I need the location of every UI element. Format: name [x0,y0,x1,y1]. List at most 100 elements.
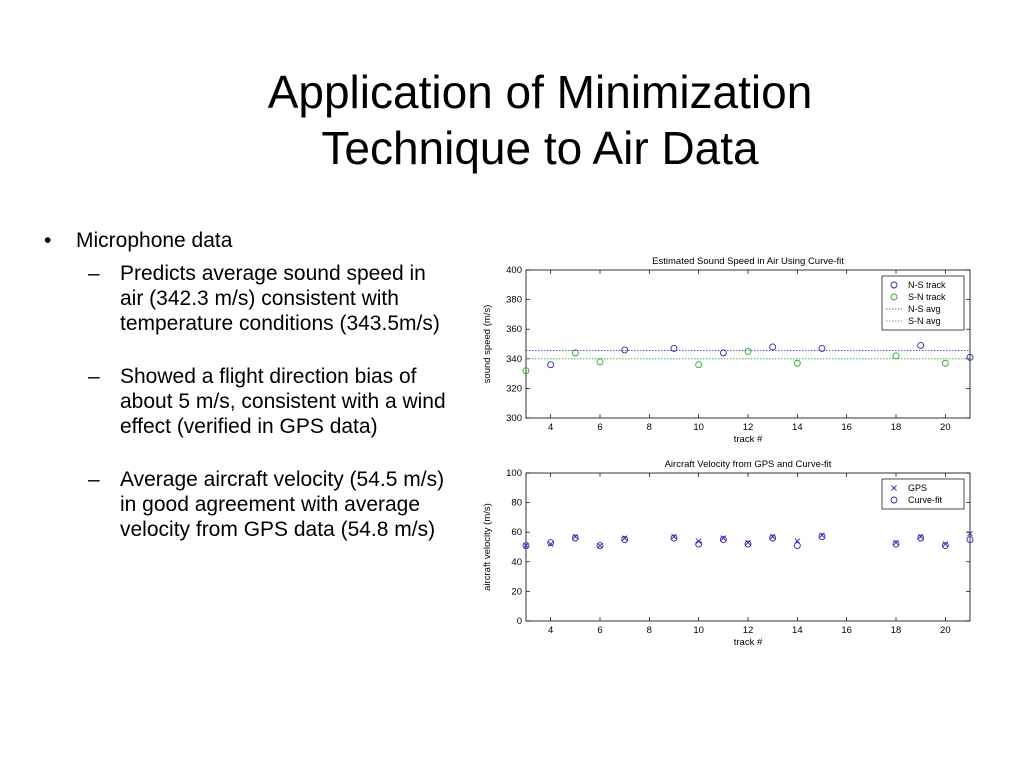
sub-bullet-item: – Average aircraft velocity (54.5 m/s) i… [40,467,450,542]
data-point [596,358,604,366]
x-tick-label: 20 [940,625,951,636]
y-tick-label: 320 [506,383,522,394]
data-point-x [917,533,924,540]
data-point-x [572,533,579,540]
data-point [966,536,974,544]
data-point [917,534,925,542]
data-point-x [720,535,727,541]
sub-bullet-text: Showed a flight direction bias of about … [120,365,446,438]
data-point [547,539,555,547]
legend-label: S-N avg [908,316,941,326]
bullet-text: Microphone data [76,229,233,252]
x-tick-label: 10 [693,422,704,433]
data-point [547,361,555,369]
data-point-x [671,533,677,540]
y-tick-label: 100 [506,468,522,479]
dash-mark: – [88,468,100,491]
data-point [719,536,727,544]
bullet-list: • Microphone data – Predicts average sou… [40,228,450,570]
y-tick-label: 340 [506,354,522,365]
x-tick-label: 12 [743,422,754,433]
slide-title-line-1: Application of Minimization [267,66,813,118]
y-tick-label: 40 [511,557,522,568]
legend-label: N-S track [908,280,946,290]
slide-title: Application of Minimization Technique to… [170,64,910,176]
data-point [892,540,900,548]
x-tick-label: 4 [548,625,553,636]
x-axis-label: track # [734,434,763,445]
data-point [941,359,949,367]
sub-bullet-item: – Showed a flight direction bias of abou… [40,364,450,439]
y-axis-label: sound speed (m/s) [482,305,493,384]
legend-swatch [890,281,898,289]
x-tick-label: 18 [891,422,902,433]
legend-label: GPS [908,483,927,493]
data-point [695,361,703,369]
data-point [719,349,727,357]
x-axis-label: track # [734,637,763,648]
legend-label: S-N track [908,292,946,302]
x-tick-label: 14 [792,625,803,636]
data-point [571,534,579,542]
sub-bullet-text: Predicts average sound speed in air (342… [120,262,440,335]
data-point [522,367,530,375]
x-tick-label: 14 [792,422,803,433]
data-point [917,342,925,349]
data-point-x [745,539,751,546]
data-point [670,534,678,542]
data-point [769,534,777,542]
dash-mark: – [88,365,100,388]
slide-title-line-2: Technique to Air Data [321,122,759,174]
data-point-x [819,532,825,538]
sub-bullet-item: – Predicts average sound speed in air (3… [40,261,450,336]
data-point-x [769,533,776,540]
x-tick-label: 8 [647,625,652,636]
y-tick-label: 380 [506,295,522,306]
sub-bullet-text: Average aircraft velocity (54.5 m/s) in … [120,468,445,541]
legend-box [881,275,965,331]
y-tick-label: 360 [506,324,522,335]
data-point [571,349,579,357]
legend-swatch [890,496,898,504]
data-point [744,347,752,355]
data-point [793,542,801,549]
data-point [744,540,752,548]
y-tick-label: 60 [511,527,522,538]
dash-mark: – [88,262,100,285]
x-tick-label: 16 [841,422,852,433]
data-point [621,536,629,544]
legend-label: Curve-fit [908,495,943,505]
data-point [818,533,826,541]
data-point [522,542,530,549]
legend-box [881,478,965,510]
y-tick-label: 20 [511,586,522,597]
data-point-x [967,530,973,537]
chart-title: Estimated Sound Speed in Air Using Curve… [652,256,844,267]
data-point [769,343,777,351]
data-point-x [893,539,899,546]
data-point-x [523,542,529,549]
sound-speed-chart: Estimated Sound Speed in Air Using Curve… [482,256,974,445]
data-point [596,542,604,549]
x-tick-label: 18 [891,625,902,636]
data-point-x [621,535,628,541]
data-point [695,540,703,548]
data-point [670,344,678,352]
data-point-x [942,541,949,547]
y-tick-label: 300 [506,413,522,424]
aircraft-velocity-chart: Aircraft Velocity from GPS and Curve-fit… [482,459,974,648]
x-tick-label: 6 [597,422,602,433]
x-tick-label: 10 [693,625,704,636]
y-axis-label: aircraft velocity (m/s) [482,503,493,591]
bullet-item: • Microphone data [40,228,450,253]
chart-title: Aircraft Velocity from GPS and Curve-fit [665,459,832,470]
data-point [793,359,801,367]
data-point-x [597,542,603,549]
x-tick-label: 4 [548,422,553,433]
y-tick-label: 0 [517,616,522,627]
data-point-x [547,541,554,547]
x-tick-label: 20 [940,422,951,433]
x-tick-label: 16 [841,625,852,636]
legend-swatch [890,293,898,301]
data-point [966,353,974,361]
